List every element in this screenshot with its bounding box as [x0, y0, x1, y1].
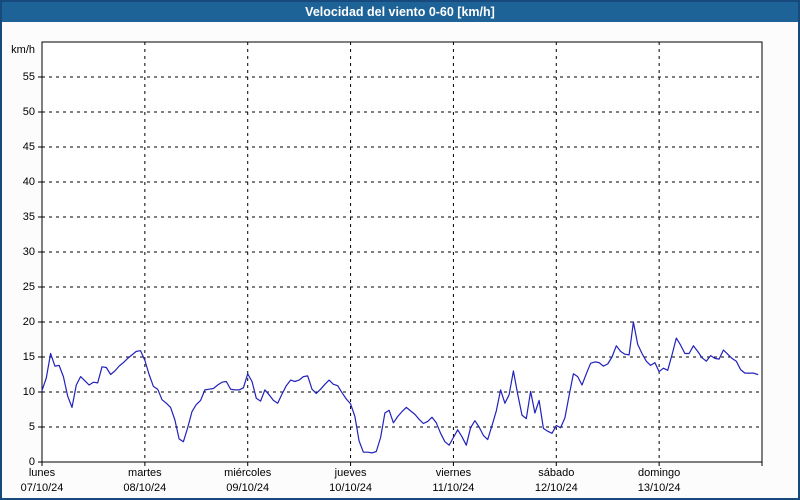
chart-title: Velocidad del viento 0-60 [km/h]	[305, 5, 495, 19]
chart-title-bar: Velocidad del viento 0-60 [km/h]	[2, 2, 798, 22]
wind-speed-line-chart	[2, 2, 800, 500]
wind-chart-window: Velocidad del viento 0-60 [km/h] km/h 05…	[0, 0, 800, 500]
